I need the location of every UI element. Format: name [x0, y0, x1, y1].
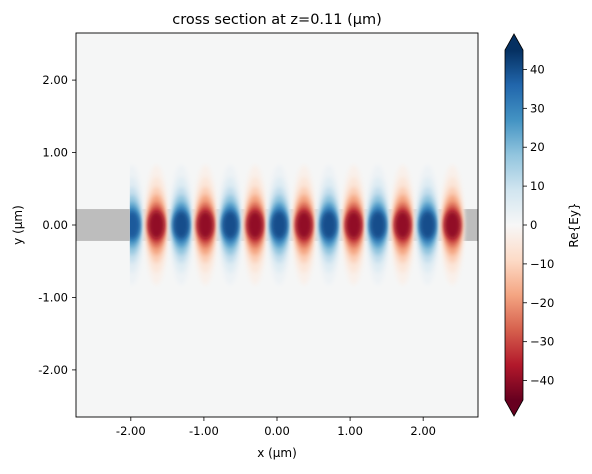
field-lobe-ring — [444, 211, 461, 239]
colorbar — [504, 33, 524, 417]
field-lobe — [440, 165, 465, 285]
field-lobe-ring — [148, 211, 165, 239]
field-lobe — [317, 165, 341, 285]
colorbar-bottom-extend — [505, 400, 523, 416]
field-lobe — [169, 165, 193, 285]
y-tick-label: -1.00 — [38, 290, 68, 304]
field-lobe — [391, 165, 415, 285]
field-lobe-ring — [370, 211, 386, 239]
x-axis-label: x (µm) — [257, 446, 297, 460]
y-tick-label: -2.00 — [38, 363, 68, 377]
field-lobe — [292, 165, 316, 285]
colorbar-tick-label: −30 — [530, 335, 554, 349]
colorbar-tick-label: 10 — [530, 179, 545, 193]
x-tick-label: -1.00 — [189, 424, 219, 438]
y-axis: 2.00 1.00 0.00 -1.00 -2.00 — [38, 73, 76, 377]
colorbar-axis: 40 30 20 10 0 −10 −20 −30 −40 — [523, 62, 554, 388]
field-lobe-ring — [395, 211, 411, 239]
x-tick-label: 2.00 — [410, 424, 436, 438]
y-tick-label: 2.00 — [42, 73, 68, 87]
colorbar-tick-label: −40 — [530, 374, 554, 388]
colorbar-tick-label: 30 — [530, 101, 545, 115]
colorbar-top-extend — [505, 34, 523, 50]
field-lobe-ring — [197, 211, 213, 239]
field-lobe-ring — [346, 211, 362, 239]
x-tick-label: 0.00 — [264, 424, 290, 438]
field-layer — [76, 33, 478, 417]
field-lobe — [267, 165, 291, 285]
colorbar-label: Re{Ey} — [567, 202, 581, 247]
field-lobe — [415, 165, 440, 285]
x-tick-label: -2.00 — [116, 424, 146, 438]
colorbar-outline — [504, 33, 524, 417]
field-lobe — [193, 165, 218, 285]
field-lobe-ring — [247, 211, 263, 239]
colorbar-tick-label: −10 — [530, 257, 554, 271]
chart-title: cross section at z=0.11 (µm) — [172, 12, 382, 28]
x-tick-label: 1.00 — [337, 424, 363, 438]
waveguide-region-left — [76, 209, 130, 241]
field-lobe-ring — [222, 211, 238, 239]
y-tick-label: 0.00 — [42, 218, 68, 232]
field-lobe — [342, 165, 366, 285]
field-lobe-ring — [173, 211, 189, 239]
field-lobe-ring — [296, 211, 312, 239]
field-lobe — [366, 165, 390, 285]
colorbar-gradient — [505, 50, 523, 400]
field-lobe-ring — [321, 211, 337, 239]
y-tick-label: 1.00 — [42, 146, 68, 160]
colorbar-tick-label: 40 — [530, 62, 545, 76]
field-lobe-ring — [271, 211, 287, 239]
colorbar-tick-label: −20 — [530, 296, 554, 310]
field-lobe — [243, 165, 267, 285]
colorbar-tick-label: 0 — [530, 218, 537, 232]
colorbar-tick-label: 20 — [530, 140, 545, 154]
y-axis-label: y (µm) — [11, 205, 25, 245]
field-lobe — [218, 165, 242, 285]
x-axis: -2.00 -1.00 0.00 1.00 2.00 — [116, 417, 436, 438]
field-lobe-ring — [419, 211, 436, 239]
field-lobe — [144, 165, 169, 285]
